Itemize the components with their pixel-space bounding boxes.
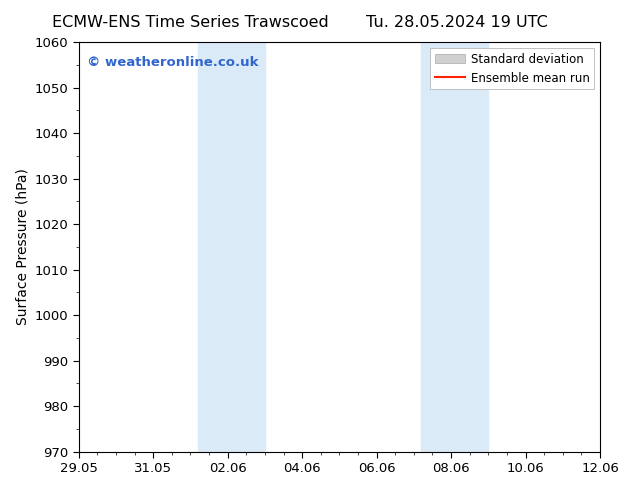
Text: ECMW-ENS Time Series Trawscoed: ECMW-ENS Time Series Trawscoed <box>52 15 328 30</box>
Bar <box>422 42 488 452</box>
Y-axis label: Surface Pressure (hPa): Surface Pressure (hPa) <box>15 169 29 325</box>
Text: Tu. 28.05.2024 19 UTC: Tu. 28.05.2024 19 UTC <box>366 15 547 30</box>
Text: © weatheronline.co.uk: © weatheronline.co.uk <box>87 56 258 70</box>
Bar <box>198 42 265 452</box>
Legend: Standard deviation, Ensemble mean run: Standard deviation, Ensemble mean run <box>430 48 594 89</box>
